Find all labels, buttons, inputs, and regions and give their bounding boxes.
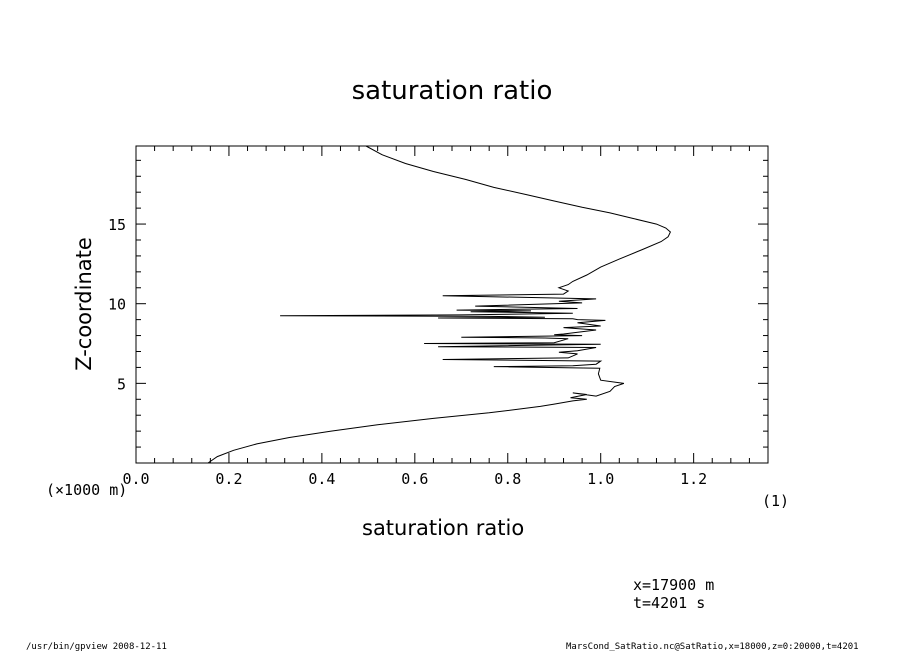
footer-program-date: /usr/bin/gpview 2008-12-11 bbox=[26, 642, 167, 652]
y-tick-label: 5 bbox=[117, 375, 126, 393]
axis-tick-labels: 0.0 0.2 0.4 0.6 0.8 1.0 1.2 5 10 15 bbox=[108, 216, 707, 488]
axis-ticks bbox=[135, 146, 769, 463]
x-tick-label: 0.8 bbox=[494, 470, 521, 488]
x-tick-label: 1.2 bbox=[680, 470, 707, 488]
time-readout: t=4201 s bbox=[633, 594, 706, 612]
chart-title: saturation ratio bbox=[351, 76, 553, 106]
y-tick-label: 10 bbox=[108, 296, 126, 314]
y-axis-unit: (×1000 m) bbox=[46, 481, 128, 499]
x-tick-label: 0.2 bbox=[215, 470, 242, 488]
saturation-ratio-line bbox=[207, 145, 672, 464]
x-tick-label: 0.6 bbox=[401, 470, 428, 488]
plot-frame bbox=[135, 145, 769, 464]
footer-data-source: MarsCond_SatRatio.nc@SatRatio,x=18000,z=… bbox=[566, 642, 859, 652]
x-tick-label: 0.4 bbox=[308, 470, 335, 488]
x-position-readout: x=17900 m bbox=[633, 576, 715, 594]
y-axis-label: Z-coordinate bbox=[72, 237, 96, 371]
x-axis-label: saturation ratio bbox=[362, 516, 525, 540]
x-axis-unit: (1) bbox=[762, 492, 790, 510]
x-tick-label: 1.0 bbox=[587, 470, 614, 488]
y-tick-label: 15 bbox=[108, 216, 126, 234]
x-tick-label: 0.0 bbox=[122, 470, 149, 488]
